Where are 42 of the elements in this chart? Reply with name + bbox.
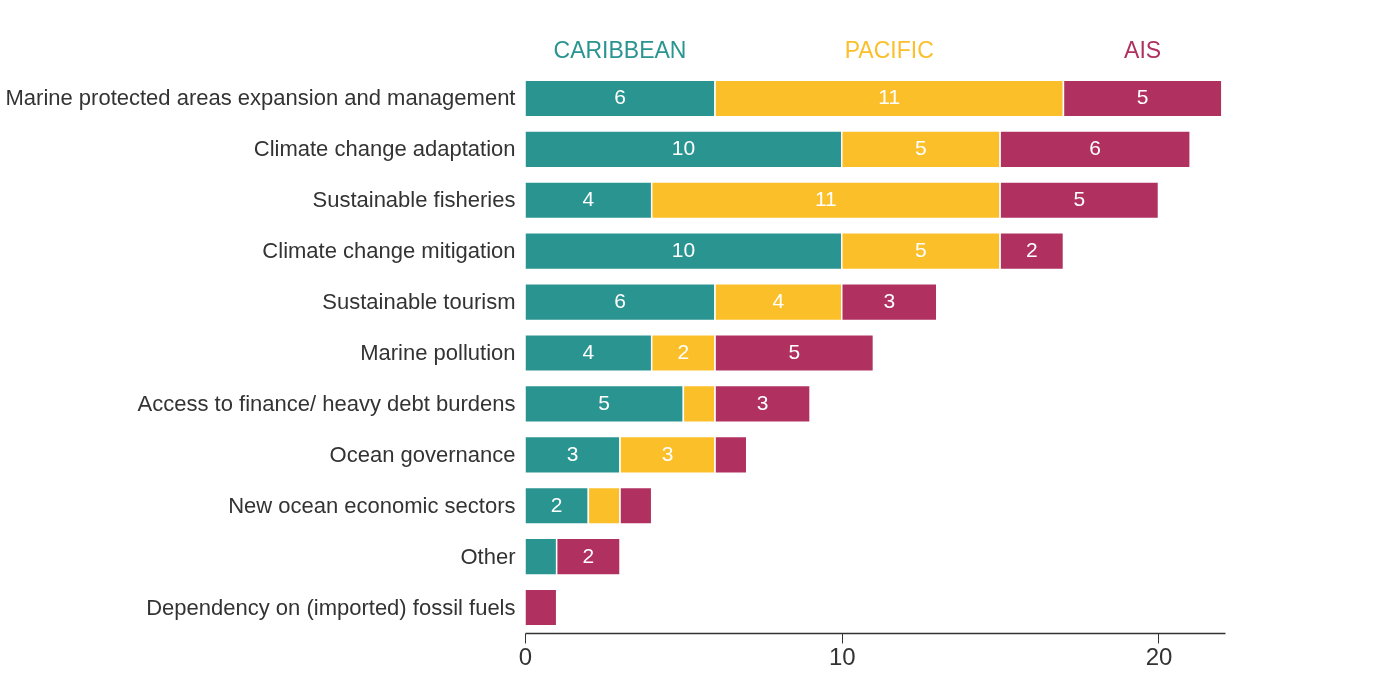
y-tick-label: New ocean economic sectors bbox=[228, 492, 516, 518]
y-tick-label: Access to finance/ heavy debt burdens bbox=[137, 390, 516, 416]
data-label: 2 bbox=[677, 340, 690, 363]
series-label: PACIFIC bbox=[844, 37, 934, 63]
data-label: 10 bbox=[671, 136, 696, 160]
data-label: 5 bbox=[598, 390, 611, 414]
data-label: 5 bbox=[1073, 187, 1086, 211]
y-tick-label: Marine pollution bbox=[360, 340, 516, 365]
y-tick-label: Sustainable fisheries bbox=[312, 187, 516, 213]
data-label: 11 bbox=[878, 85, 901, 109]
data-label: 5 bbox=[1136, 85, 1149, 109]
y-tick-label: Ocean governance bbox=[329, 441, 516, 467]
data-label: 6 bbox=[614, 85, 626, 109]
data-label: 4 bbox=[582, 340, 595, 363]
y-tick-label: Sustainable tourism bbox=[322, 289, 516, 315]
y-tick-label: Marine protected areas expansion and management bbox=[5, 85, 516, 111]
y-tick-label: Climate change adaptation bbox=[253, 136, 516, 162]
data-label: 3 bbox=[661, 441, 674, 465]
data-label: 4 bbox=[582, 187, 595, 211]
data-label: 2 bbox=[1025, 238, 1038, 262]
data-label: 5 bbox=[915, 136, 927, 160]
data-label: 4 bbox=[772, 289, 785, 313]
bar bbox=[524, 588, 558, 627]
y-tick-label: Dependency on (imported) fossil fuels bbox=[146, 594, 516, 620]
series-label: CARIBBEAN bbox=[553, 37, 687, 63]
y-tick-label: Climate change mitigation bbox=[262, 238, 516, 264]
data-label: 5 bbox=[915, 238, 927, 262]
x-tick-label: 20 bbox=[1145, 642, 1173, 670]
data-label: 6 bbox=[614, 289, 626, 313]
data-label: 3 bbox=[883, 289, 896, 313]
data-label: 11 bbox=[815, 187, 837, 211]
data-label: 2 bbox=[582, 543, 595, 567]
data-label: 6 bbox=[1089, 136, 1101, 160]
data-label: 10 bbox=[671, 238, 696, 262]
y-tick-label: Other bbox=[460, 543, 516, 569]
data-label: 5 bbox=[788, 340, 801, 363]
x-tick-label: 0 bbox=[518, 642, 533, 670]
data-label: 3 bbox=[566, 441, 579, 465]
x-tick-label: 10 bbox=[828, 642, 856, 670]
data-label: 3 bbox=[756, 390, 769, 414]
series-label: AIS bbox=[1124, 37, 1162, 63]
data-label: 2 bbox=[550, 492, 563, 516]
